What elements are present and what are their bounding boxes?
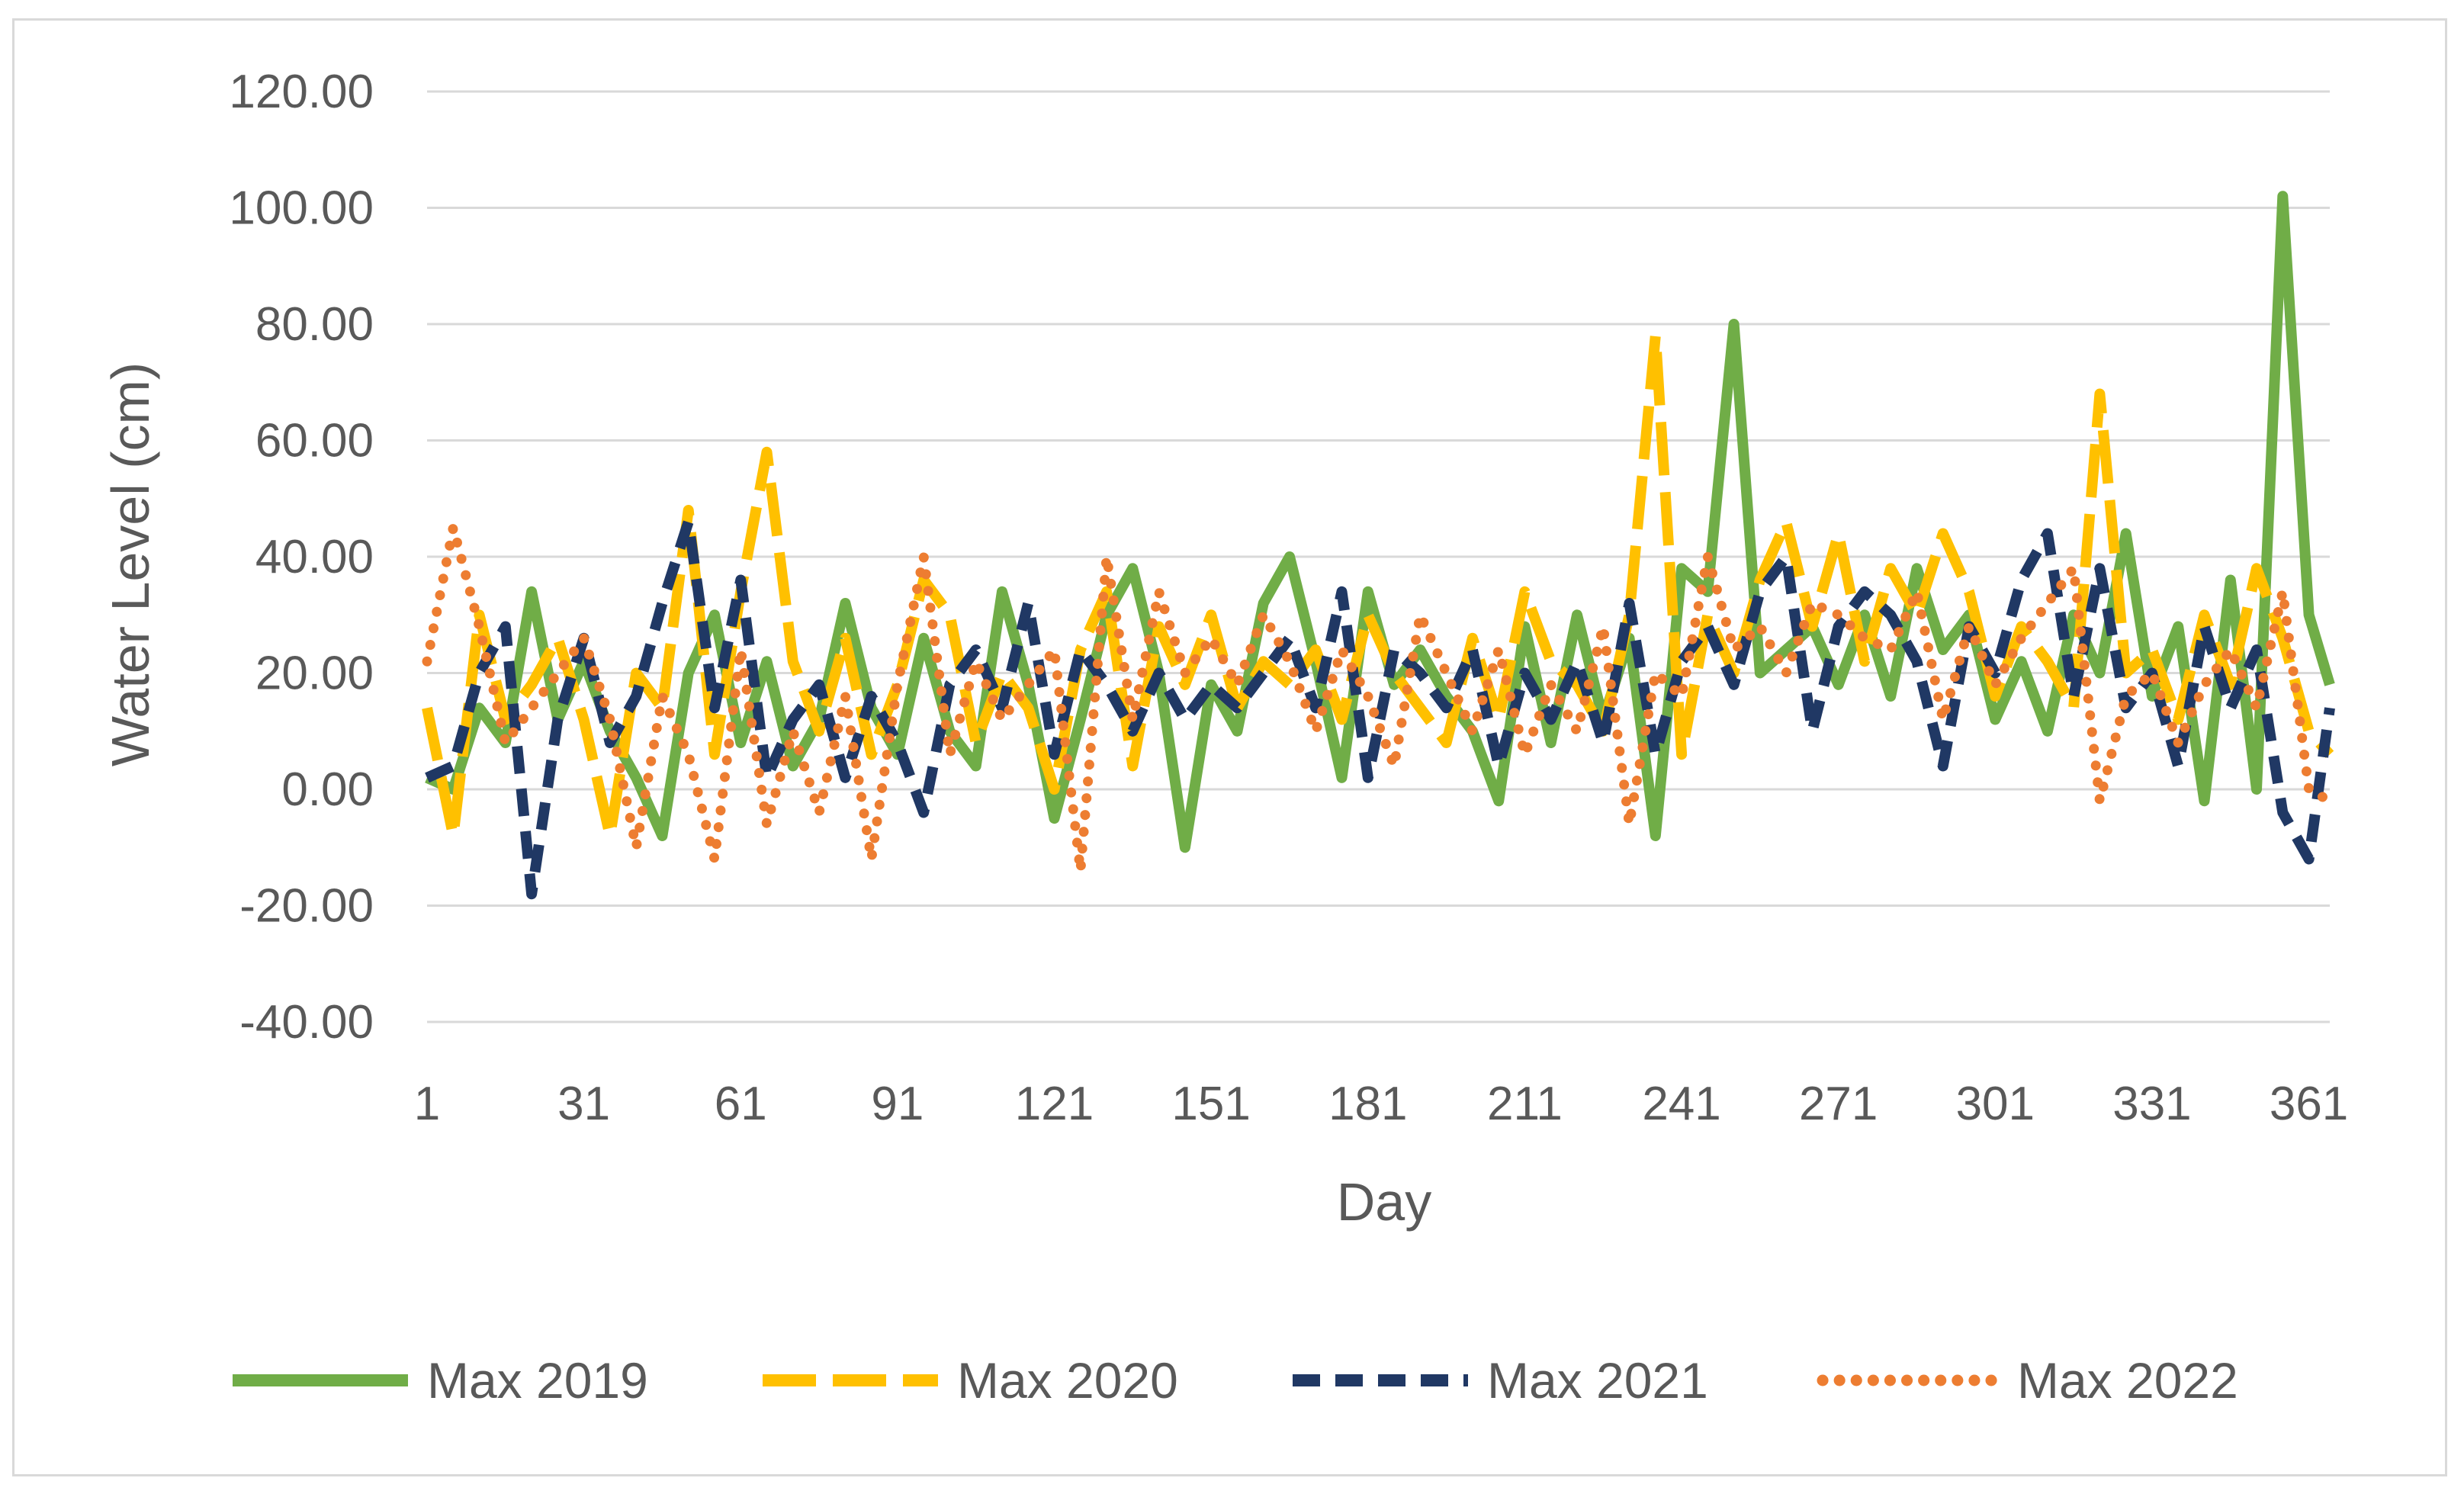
gridlines: [427, 90, 2330, 1023]
series-line-max-2021: [425, 516, 2335, 900]
x-axis-ticks: 1 31 61 91 121 151 181 211 241 271 301 331 361: [414, 1078, 2349, 1130]
y-tick-label: 100.00: [229, 182, 374, 235]
x-tick-label: 361: [2270, 1078, 2348, 1130]
legend: Max 2019 Max 2020 Max 2021 Max 2022: [233, 1352, 2238, 1409]
y-tick-label: 40.00: [255, 531, 374, 583]
y-tick-label: 20.00: [255, 647, 374, 700]
y-tick-label: 60.00: [255, 415, 374, 467]
x-tick-label: 31: [557, 1078, 610, 1130]
x-tick-label: 1: [414, 1078, 440, 1130]
x-tick-label: 151: [1171, 1078, 1250, 1130]
x-tick-label: 241: [1642, 1078, 1720, 1130]
x-axis-title: Day: [1337, 1172, 1431, 1232]
x-tick-label: 301: [1956, 1078, 2035, 1130]
y-tick-label: -20.00: [239, 880, 374, 933]
legend-label: Max 2020: [957, 1352, 1178, 1409]
series-line-max-2020: [422, 330, 2334, 841]
x-tick-label: 211: [1487, 1078, 1563, 1130]
chart-frame: [12, 18, 2447, 1476]
legend-label: Max 2019: [427, 1352, 648, 1409]
x-tick-label: 271: [1799, 1078, 1878, 1130]
y-axis-title: Water Level (cm): [101, 362, 160, 766]
x-tick-label: 181: [1328, 1078, 1407, 1130]
y-tick-label: 0.00: [281, 763, 374, 816]
series-line-max-2022: [422, 522, 2335, 876]
series-lines: [422, 191, 2335, 900]
y-tick-label: 80.00: [255, 298, 374, 351]
legend-label: Max 2022: [2017, 1352, 2238, 1409]
x-tick-label: 61: [715, 1078, 767, 1130]
y-tick-label: -40.00: [239, 996, 374, 1049]
x-tick-label: 91: [871, 1078, 924, 1130]
x-tick-label: 121: [1015, 1078, 1094, 1130]
legend-label: Max 2021: [1487, 1352, 1708, 1409]
x-tick-label: 331: [2112, 1078, 2191, 1130]
y-tick-label: 120.00: [229, 66, 374, 118]
y-axis-ticks: 120.00 100.00 80.00 60.00 40.00 20.00 0.00 -20.…: [229, 66, 374, 1049]
